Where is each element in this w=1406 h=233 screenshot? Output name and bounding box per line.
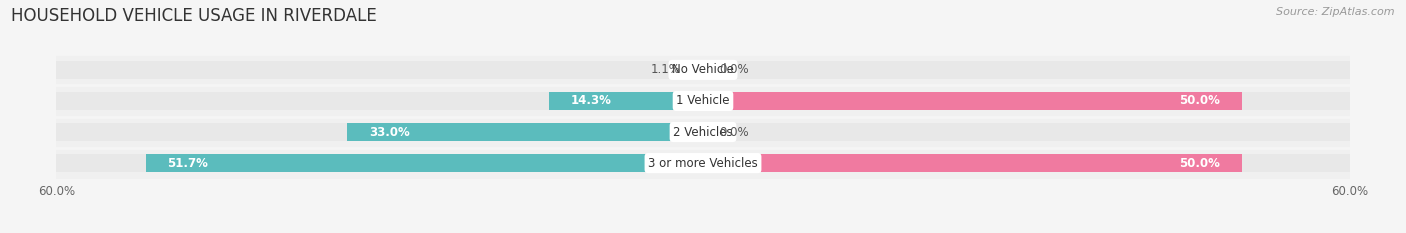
Text: 33.0%: 33.0% [368, 126, 409, 139]
Text: 1 Vehicle: 1 Vehicle [676, 94, 730, 107]
Bar [56, 123, 703, 141]
Bar [347, 123, 703, 141]
Text: 0.0%: 0.0% [720, 63, 749, 76]
Bar [56, 86, 1350, 116]
Bar [703, 92, 1241, 110]
Text: 50.0%: 50.0% [1180, 94, 1220, 107]
Bar [56, 61, 703, 79]
Bar [56, 154, 703, 172]
Text: Source: ZipAtlas.com: Source: ZipAtlas.com [1277, 7, 1395, 17]
Bar [703, 154, 1241, 172]
Bar [692, 61, 703, 79]
Text: 51.7%: 51.7% [167, 157, 208, 170]
Bar [146, 154, 703, 172]
Bar [56, 54, 1350, 86]
Bar [703, 154, 1350, 172]
Bar [56, 147, 1350, 179]
Text: 3 or more Vehicles: 3 or more Vehicles [648, 157, 758, 170]
Bar [703, 123, 1350, 141]
Bar [56, 92, 703, 110]
Text: 14.3%: 14.3% [571, 94, 612, 107]
Text: 0.0%: 0.0% [720, 126, 749, 139]
Bar [548, 92, 703, 110]
Text: 50.0%: 50.0% [1180, 157, 1220, 170]
Bar [56, 116, 1350, 147]
Text: No Vehicle: No Vehicle [672, 63, 734, 76]
Text: 2 Vehicles: 2 Vehicles [673, 126, 733, 139]
Bar [703, 61, 1350, 79]
Text: HOUSEHOLD VEHICLE USAGE IN RIVERDALE: HOUSEHOLD VEHICLE USAGE IN RIVERDALE [11, 7, 377, 25]
Text: 1.1%: 1.1% [651, 63, 681, 76]
Bar [703, 92, 1350, 110]
